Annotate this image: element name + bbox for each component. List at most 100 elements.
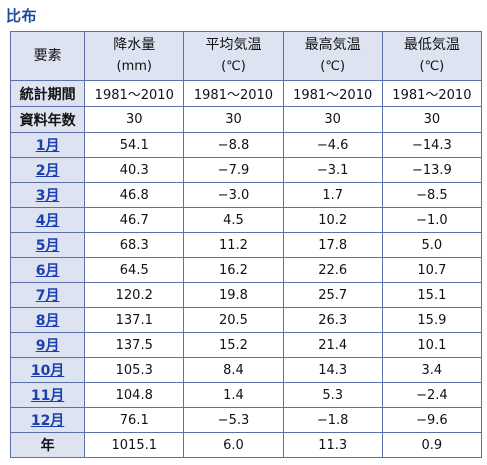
- stats-period-row: 統計期間 1981～2010 1981～2010 1981～2010 1981～…: [9, 80, 483, 107]
- table-cell: 3.4: [381, 357, 483, 383]
- table-cell: 1981～2010: [183, 80, 284, 107]
- table-cell: 105.3: [84, 357, 185, 383]
- month-link-6[interactable]: 6月: [35, 263, 60, 279]
- table-cell: 104.8: [84, 382, 185, 408]
- month-link-5[interactable]: 5月: [35, 238, 60, 254]
- table-cell: −4.6: [282, 132, 383, 158]
- table-cell: 25.7: [282, 282, 383, 308]
- table-row: 4月 46.7 4.5 10.2 −1.0: [9, 207, 483, 233]
- table-cell: −1.0: [381, 207, 483, 233]
- header-precipitation: 降水量 (mm): [84, 31, 185, 81]
- table-cell: −3.0: [183, 182, 284, 208]
- table-cell: 10.2: [282, 207, 383, 233]
- month-cell: 5月: [9, 232, 86, 258]
- month-link-3[interactable]: 3月: [35, 188, 60, 204]
- table-cell: 46.8: [84, 182, 185, 208]
- table-cell: 16.2: [183, 257, 284, 283]
- header-element: 要素: [9, 31, 86, 81]
- table-cell: 30: [183, 106, 284, 133]
- table-cell: 8.4: [183, 357, 284, 383]
- month-cell: 6月: [9, 257, 86, 283]
- table-cell: 19.8: [183, 282, 284, 308]
- table-row: 11月 104.8 1.4 5.3 −2.4: [9, 382, 483, 408]
- table-cell: 17.8: [282, 232, 383, 258]
- month-cell: 3月: [9, 182, 86, 208]
- month-link-9[interactable]: 9月: [35, 338, 60, 354]
- table-cell: 1015.1: [84, 432, 185, 458]
- table-cell: 15.1: [381, 282, 483, 308]
- month-cell: 1月: [9, 132, 86, 158]
- table-row: 2月 40.3 −7.9 −3.1 −13.9: [9, 157, 483, 183]
- month-cell: 10月: [9, 357, 86, 383]
- month-cell: 2月: [9, 157, 86, 183]
- table-cell: 40.3: [84, 157, 185, 183]
- header-max-temp: 最高気温 (℃): [282, 31, 383, 81]
- table-cell: 4.5: [183, 207, 284, 233]
- table-cell: 14.3: [282, 357, 383, 383]
- table-row: 12月 76.1 −5.3 −1.8 −9.6: [9, 407, 483, 433]
- section-title: 比布: [6, 7, 38, 25]
- table-cell: 1981～2010: [381, 80, 483, 107]
- month-link-12[interactable]: 12月: [30, 413, 65, 429]
- table-row: 3月 46.8 −3.0 1.7 −8.5: [9, 182, 483, 208]
- table-cell: −2.4: [381, 382, 483, 408]
- table-cell: 137.1: [84, 307, 185, 333]
- table-cell: 10.7: [381, 257, 483, 283]
- header-unit: (℃): [221, 59, 246, 74]
- table-cell: 30: [381, 106, 483, 133]
- table-cell: 1981～2010: [282, 80, 383, 107]
- table-cell: 10.1: [381, 332, 483, 358]
- table-row: 1月 54.1 −8.8 −4.6 −14.3: [9, 132, 483, 158]
- table-cell: −8.5: [381, 182, 483, 208]
- month-cell: 4月: [9, 207, 86, 233]
- table-cell: −14.3: [381, 132, 483, 158]
- month-link-1[interactable]: 1月: [35, 138, 60, 154]
- table-cell: 11.3: [282, 432, 383, 458]
- table-row: 6月 64.5 16.2 22.6 10.7: [9, 257, 483, 283]
- table-cell: 46.7: [84, 207, 185, 233]
- table-row: 8月 137.1 20.5 26.3 15.9: [9, 307, 483, 333]
- table-cell: −1.8: [282, 407, 383, 433]
- table-cell: 15.9: [381, 307, 483, 333]
- table-cell: 68.3: [84, 232, 185, 258]
- table-cell: 15.2: [183, 332, 284, 358]
- header-unit: (mm): [116, 59, 152, 74]
- table-cell: 26.3: [282, 307, 383, 333]
- table-row: 5月 68.3 11.2 17.8 5.0: [9, 232, 483, 258]
- table-row: 7月 120.2 19.8 25.7 15.1: [9, 282, 483, 308]
- table-row: 9月 137.5 15.2 21.4 10.1: [9, 332, 483, 358]
- month-link-11[interactable]: 11月: [30, 388, 65, 404]
- header-label: 降水量: [113, 37, 156, 53]
- header-element-label: 要素: [33, 48, 62, 64]
- header-label: 最高気温: [304, 37, 361, 53]
- month-link-7[interactable]: 7月: [35, 288, 60, 304]
- table-cell: 137.5: [84, 332, 185, 358]
- month-link-2[interactable]: 2月: [35, 163, 60, 179]
- header-min-temp: 最低気温 (℃): [381, 31, 483, 81]
- table-cell: −7.9: [183, 157, 284, 183]
- month-link-8[interactable]: 8月: [35, 313, 60, 329]
- row-label: 統計期間: [9, 80, 86, 107]
- month-cell: 7月: [9, 282, 86, 308]
- month-link-10[interactable]: 10月: [30, 363, 65, 379]
- month-cell: 11月: [9, 382, 86, 408]
- month-cell: 9月: [9, 332, 86, 358]
- row-label: 年: [9, 432, 86, 458]
- table-cell: 22.6: [282, 257, 383, 283]
- table-cell: −9.6: [381, 407, 483, 433]
- table-cell: 5.3: [282, 382, 383, 408]
- table-cell: 1981～2010: [84, 80, 185, 107]
- table-cell: −5.3: [183, 407, 284, 433]
- table-cell: 1.7: [282, 182, 383, 208]
- table-cell: −13.9: [381, 157, 483, 183]
- table-cell: 1.4: [183, 382, 284, 408]
- month-link-4[interactable]: 4月: [35, 213, 60, 229]
- header-label: 最低気温: [403, 37, 460, 53]
- table-cell: 30: [282, 106, 383, 133]
- table-cell: 20.5: [183, 307, 284, 333]
- climate-table: 要素 降水量 (mm) 平均気温 (℃) 最高気温 (℃) 最低気温 (℃) 統計期間 …: [9, 31, 483, 458]
- table-row: 10月 105.3 8.4 14.3 3.4: [9, 357, 483, 383]
- table-cell: 0.9: [381, 432, 483, 458]
- header-unit: (℃): [419, 59, 445, 74]
- table-cell: 11.2: [183, 232, 284, 258]
